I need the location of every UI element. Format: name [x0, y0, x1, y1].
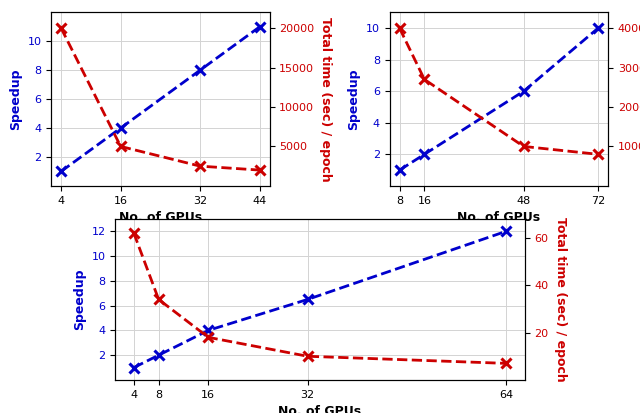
Y-axis label: Speedup: Speedup: [348, 69, 360, 130]
Y-axis label: Total time (sec) / epoch: Total time (sec) / epoch: [319, 17, 332, 181]
X-axis label: No. of GPUs: No. of GPUs: [119, 211, 202, 224]
Y-axis label: Speedup: Speedup: [73, 269, 86, 330]
X-axis label: No. of GPUs: No. of GPUs: [278, 405, 362, 413]
Y-axis label: Total time (sec) / epoch: Total time (sec) / epoch: [554, 217, 566, 382]
Y-axis label: Speedup: Speedup: [9, 69, 22, 130]
X-axis label: No. of GPUs: No. of GPUs: [457, 211, 540, 224]
